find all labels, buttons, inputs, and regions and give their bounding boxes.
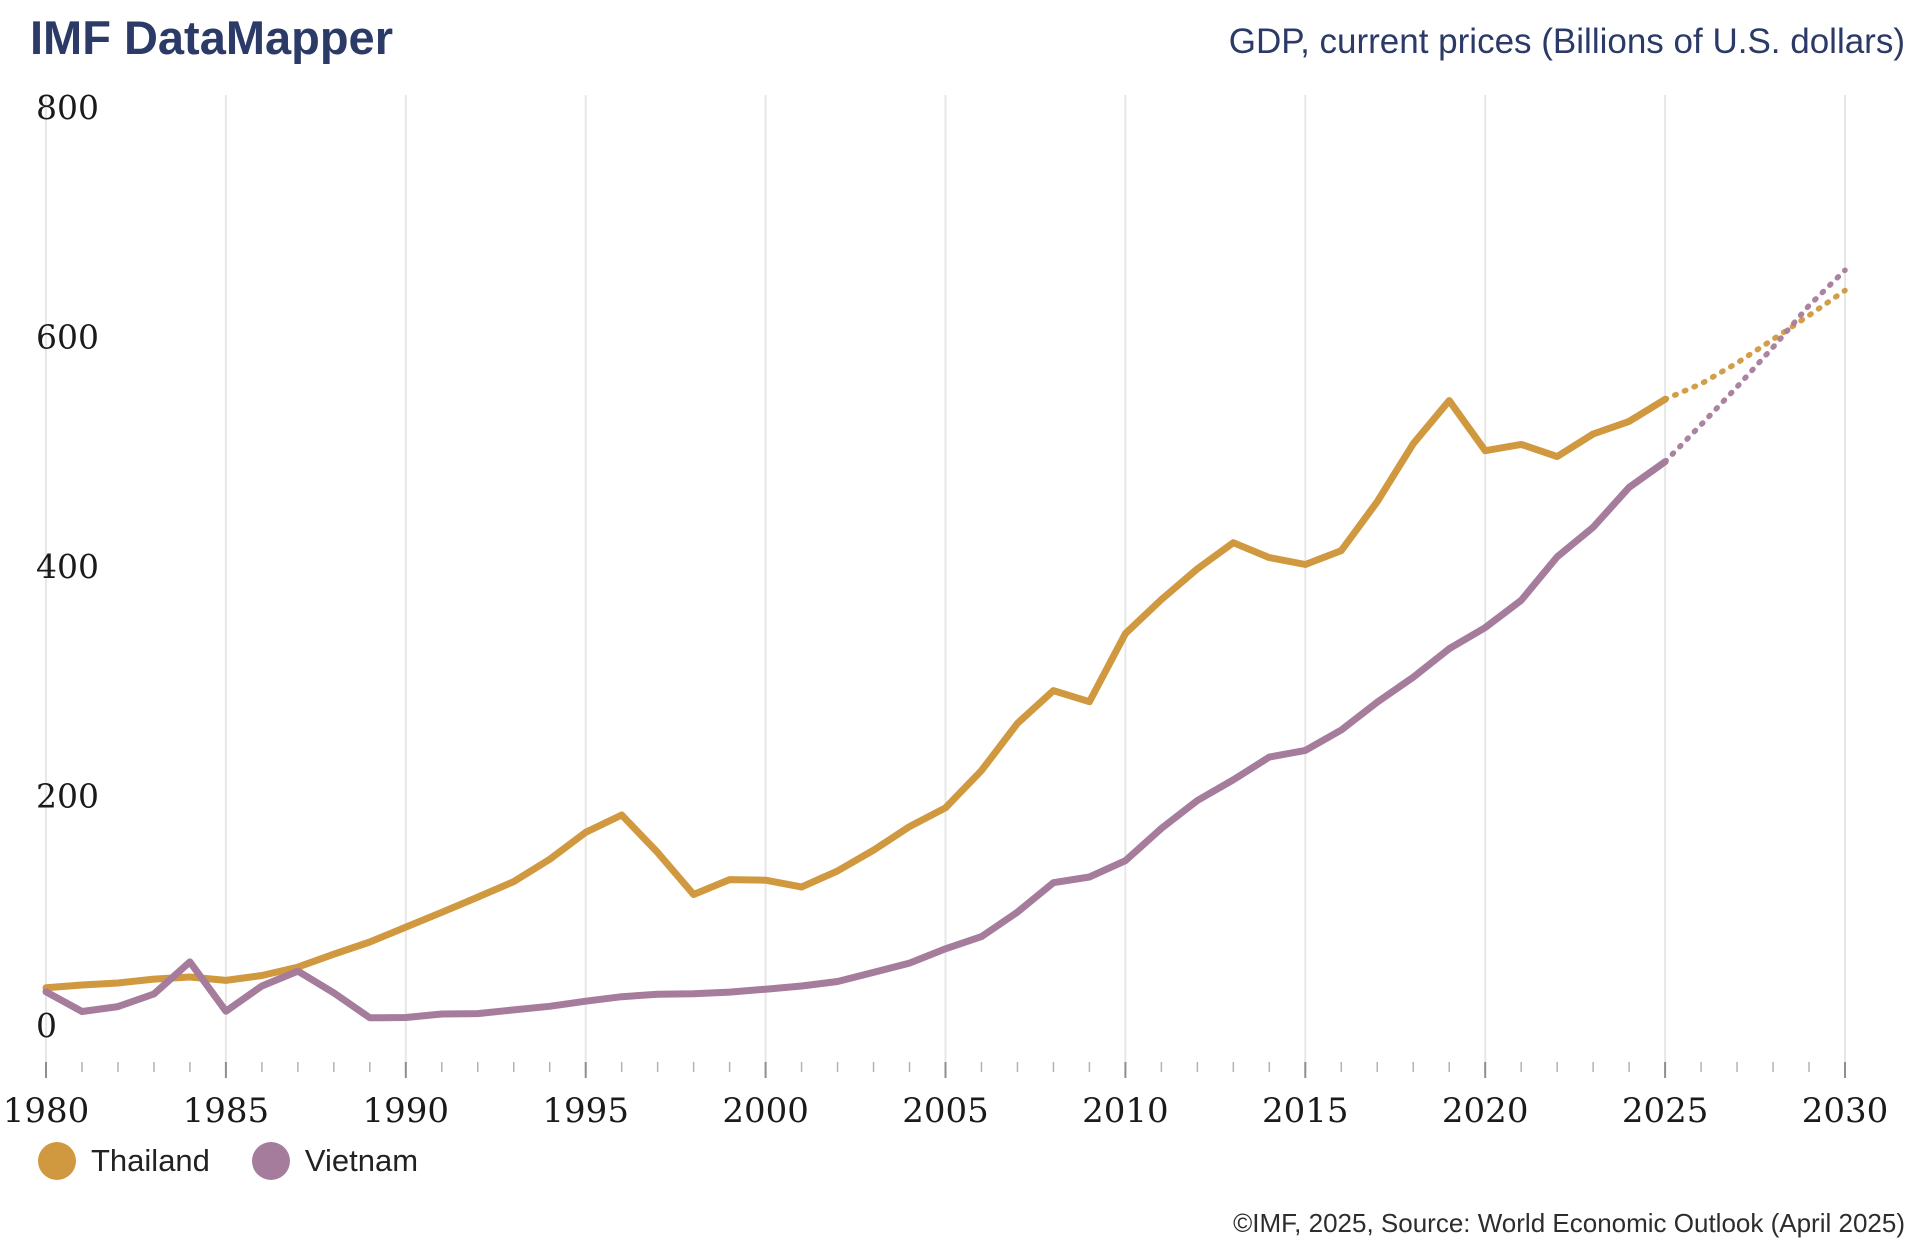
x-axis-label: 1995	[542, 1091, 629, 1131]
vietnam-line	[42, 458, 1669, 1022]
x-axis-label: 1990	[363, 1091, 450, 1131]
x-axis-label: 2025	[1622, 1091, 1709, 1131]
x-axis-label: 2010	[1082, 1091, 1169, 1131]
y-axis-label: 800	[36, 88, 99, 127]
thailand-forecast-line	[1662, 287, 1848, 403]
x-axis-label: 1985	[183, 1091, 270, 1131]
chart-title: GDP, current prices (Billions of U.S. do…	[1228, 22, 1905, 61]
x-axis-label: 2030	[1802, 1091, 1889, 1131]
vietnam-series-dot-icon	[251, 1142, 290, 1180]
vietnam-forecast-line	[1662, 267, 1848, 465]
y-axis-label: 200	[36, 777, 99, 816]
app-title: IMF DataMapper	[30, 11, 393, 64]
x-axis-label: 2015	[1262, 1091, 1349, 1131]
y-axis-label: 400	[36, 547, 99, 586]
legend-item-thailand[interactable]: Thailand	[38, 1142, 210, 1180]
legend-item-vietnam[interactable]: Vietnam	[251, 1142, 419, 1180]
x-axis-label: 1980	[3, 1091, 90, 1131]
x-axis-label: 2020	[1442, 1091, 1529, 1131]
thailand-series-dot-icon	[38, 1142, 76, 1180]
y-axis-label: 0	[36, 1006, 57, 1045]
legend-label-thailand: Thailand	[91, 1143, 210, 1178]
source-attribution: ©IMF, 2025, Source: World Economic Outlo…	[1233, 1208, 1905, 1238]
y-axis-label: 600	[36, 318, 99, 357]
thailand-line	[42, 395, 1669, 992]
x-axis-label: 2005	[902, 1091, 989, 1131]
legend-label-vietnam: Vietnam	[304, 1143, 419, 1178]
legend: Thailand Vietnam	[38, 1142, 418, 1180]
x-axis-label: 2000	[722, 1091, 809, 1131]
